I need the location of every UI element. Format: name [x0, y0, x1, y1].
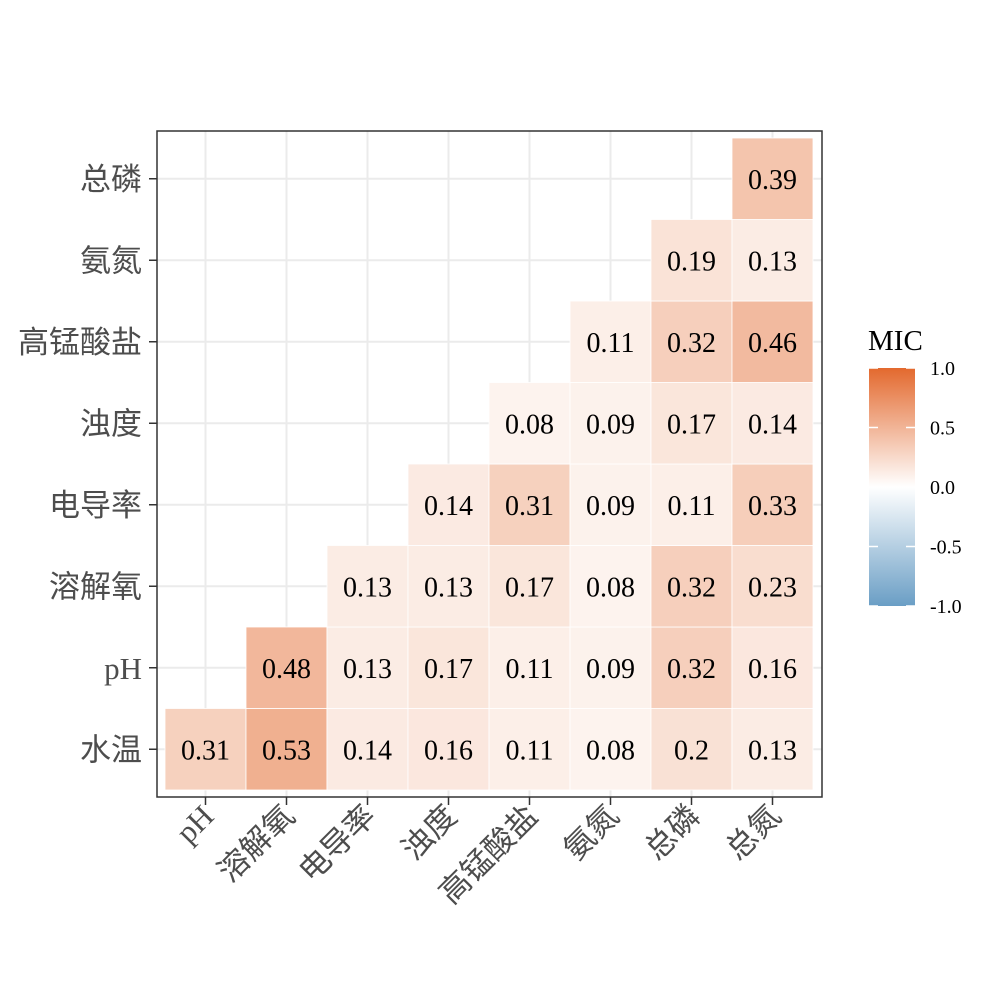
cell-value-label: 0.11: [506, 735, 554, 766]
heatmap-cell: [731, 219, 814, 302]
heatmap-cell: [245, 626, 328, 709]
cell-value-label: 0.17: [505, 572, 554, 603]
legend-title: MIC: [868, 325, 923, 357]
y-axis-tick-label: 溶解氧: [49, 569, 142, 604]
y-axis-tick-label: 氨氮: [80, 243, 142, 278]
cell-value-label: 0.2: [674, 735, 709, 766]
cell-value-label: 0.08: [586, 572, 635, 603]
y-axis-tick-label: 电导率: [49, 488, 142, 523]
heatmap-cell: [650, 219, 733, 302]
y-axis-tick-label: 高锰酸盐: [18, 325, 142, 360]
heatmap-cell: [650, 300, 733, 383]
legend-tick-label: 0.5: [930, 418, 955, 440]
cell-value-label: 0.53: [262, 735, 311, 766]
cell-value-label: 0.09: [586, 409, 635, 440]
cell-value-label: 0.08: [505, 409, 554, 440]
cell-value-label: 0.11: [506, 654, 554, 685]
cell-value-label: 0.13: [748, 735, 797, 766]
cell-value-label: 0.14: [424, 491, 473, 522]
heatmap-cell-labels: 0.31 0.53 0.14 0.16 0.11 0.08 0.2 0.13 0.48 0.13 0…: [181, 165, 797, 767]
heatmap-cell: [407, 545, 490, 628]
heatmap-cells: [164, 137, 814, 791]
cell-value-label: 0.17: [667, 409, 716, 440]
cell-value-label: 0.32: [667, 328, 716, 359]
y-axis-tick-label: pH: [104, 651, 142, 686]
color-legend: MIC 1.0 0.5 0.0 -0.5 -1.0: [868, 325, 962, 618]
legend-tick-label: 1.0: [930, 358, 955, 380]
cell-value-label: 0.14: [343, 735, 392, 766]
y-axis-tick-label: 总磷: [80, 162, 142, 197]
heatmap-cell: [731, 463, 814, 546]
heatmap-cell: [650, 708, 733, 791]
y-axis-tick-label: 水温: [80, 732, 142, 767]
cell-value-label: 0.23: [748, 572, 797, 603]
heatmap-cell: [164, 708, 247, 791]
heatmap-cell: [407, 463, 490, 546]
heatmap-cell: [650, 626, 733, 709]
cell-value-label: 0.13: [748, 246, 797, 277]
heatmap-cell: [488, 545, 571, 628]
cell-value-label: 0.16: [424, 735, 473, 766]
cell-value-label: 0.19: [667, 246, 716, 277]
cell-value-label: 0.11: [587, 328, 635, 359]
cell-value-label: 0.11: [668, 491, 716, 522]
cell-value-label: 0.14: [748, 409, 797, 440]
heatmap-cell: [488, 463, 571, 546]
cell-value-label: 0.32: [667, 572, 716, 603]
heatmap-cell: [488, 708, 571, 791]
heatmap-cell: [569, 300, 652, 383]
plot-panel-border: [156, 130, 823, 798]
cell-value-label: 0.09: [586, 491, 635, 522]
y-axis-tick-label: 浊度: [80, 406, 142, 441]
cell-value-label: 0.46: [748, 328, 797, 359]
cell-value-label: 0.13: [343, 572, 392, 603]
cell-value-label: 0.39: [748, 165, 797, 196]
heatmap-cell: [407, 708, 490, 791]
cell-value-label: 0.48: [262, 654, 311, 685]
cell-value-label: 0.31: [505, 491, 554, 522]
heatmap-cell: [569, 708, 652, 791]
cell-value-label: 0.08: [586, 735, 635, 766]
heatmap-cell: [650, 382, 733, 465]
heatmap-cell: [731, 137, 814, 220]
heatmap-cell: [326, 708, 409, 791]
heatmap-cell: [245, 708, 328, 791]
heatmap-cell: [650, 545, 733, 628]
cell-value-label: 0.13: [343, 654, 392, 685]
legend-tick-label: 0.0: [930, 477, 955, 499]
heatmap-cell: [569, 463, 652, 546]
cell-value-label: 0.33: [748, 491, 797, 522]
legend-tick-label: -0.5: [930, 537, 962, 559]
cell-value-label: 0.13: [424, 572, 473, 603]
cell-value-label: 0.32: [667, 654, 716, 685]
cell-value-label: 0.09: [586, 654, 635, 685]
legend-tick-label: -1.0: [930, 596, 962, 618]
heatmap-cell: [569, 382, 652, 465]
cell-value-label: 0.16: [748, 654, 797, 685]
heatmap-cell: [488, 382, 571, 465]
heatmap-cell: [731, 708, 814, 791]
heatmap-cell: [650, 463, 733, 546]
heatmap-cell: [326, 626, 409, 709]
heatmap-cell: [407, 626, 490, 709]
cell-value-label: 0.17: [424, 654, 473, 685]
cell-value-label: 0.31: [181, 735, 230, 766]
